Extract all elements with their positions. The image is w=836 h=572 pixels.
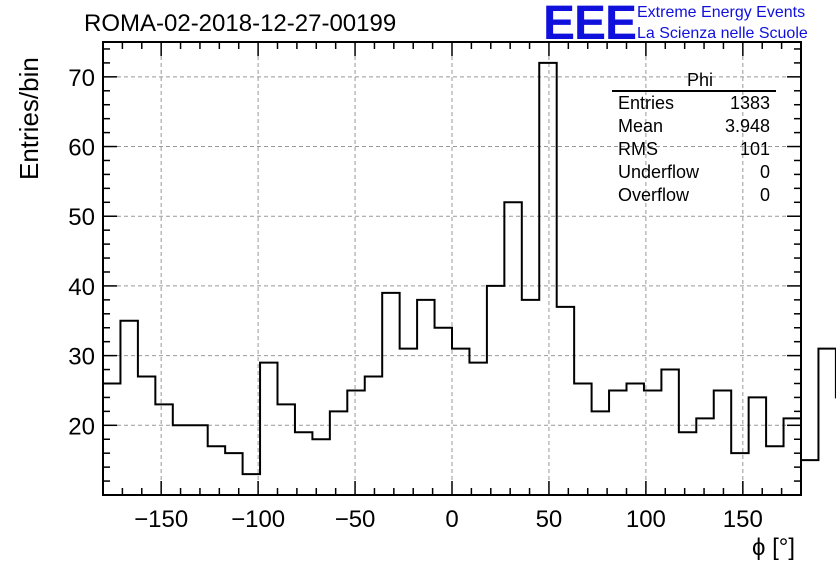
- histogram-bin: [644, 390, 661, 495]
- x-tick-label: −100: [231, 506, 285, 533]
- histogram-bin: [574, 383, 591, 495]
- y-tick-label: 60: [68, 135, 95, 162]
- histogram-bin: [784, 418, 801, 495]
- stats-value: 0: [759, 185, 770, 205]
- stats-label: Underflow: [618, 162, 700, 182]
- histogram-bin: [312, 439, 329, 495]
- histogram-bin: [627, 383, 644, 495]
- histogram-bin: [504, 202, 521, 495]
- x-tick-label: 0: [445, 506, 458, 533]
- stats-label: RMS: [618, 139, 658, 159]
- histogram-bin: [155, 404, 172, 495]
- y-axis-label: Entries/bin: [14, 57, 44, 180]
- histogram-bin: [330, 411, 347, 495]
- x-tick-label: −150: [134, 506, 188, 533]
- stats-value: 0: [759, 162, 770, 182]
- histogram-bin: [696, 418, 713, 495]
- histogram-bin: [365, 377, 382, 495]
- stats-row-mean: Mean 3.948: [610, 115, 776, 138]
- histogram-bin: [469, 363, 486, 495]
- histogram-bin: [714, 390, 731, 495]
- histogram-bin: [609, 390, 626, 495]
- histogram-bin: [278, 404, 295, 495]
- eee-logo: EEE: [543, 0, 637, 50]
- stats-value: 3.948: [724, 116, 770, 136]
- histogram-bin: [417, 300, 434, 495]
- stats-label: Overflow: [618, 185, 690, 205]
- histogram-bin: [382, 293, 399, 495]
- stats-title: Phi: [686, 70, 713, 90]
- histogram-bin: [522, 300, 539, 495]
- histogram-bin: [452, 349, 469, 495]
- histogram-bin: [347, 390, 364, 495]
- stats-value: 101: [739, 139, 770, 159]
- axis-ticks: [102, 42, 802, 495]
- histogram-line: [102, 61, 836, 495]
- y-tick-label: 50: [68, 204, 95, 231]
- x-tick-label: −50: [335, 506, 376, 533]
- stats-row-overflow: Overflow 0: [610, 184, 776, 207]
- histogram-bin: [295, 432, 312, 495]
- logo-line-1: Extreme Energy Events: [637, 4, 806, 21]
- histogram-bin: [435, 328, 452, 495]
- stats-row-entries: Entries 1383: [610, 92, 776, 115]
- stats-row-rms: RMS 101: [610, 138, 776, 161]
- histogram-bin: [749, 397, 766, 495]
- histogram-bin: [679, 432, 696, 495]
- stats-label: Entries: [618, 93, 675, 113]
- plot-title: ROMA-02-2018-12-27-00199: [84, 10, 397, 37]
- logo-line-2: La Scienza nelle Scuole: [637, 25, 808, 42]
- histogram-bin: [138, 377, 155, 495]
- stats-box: Phi Entries 1383 Mean 3.948 RMS 101 Unde…: [610, 70, 776, 207]
- y-tick-label: 20: [68, 413, 95, 440]
- stats-label: Mean: [618, 116, 664, 136]
- histogram-bin: [487, 286, 504, 495]
- y-tick-label: 40: [68, 274, 95, 301]
- histogram-bin: [260, 363, 277, 495]
- tick-labels: −150 −100 −50 0 50 100 150 20 30 40 50 60 70: [68, 65, 763, 533]
- histogram-bin: [173, 425, 190, 495]
- x-tick-label: 50: [536, 506, 563, 533]
- stats-row-underflow: Underflow 0: [610, 161, 776, 184]
- stats-divider: [612, 90, 776, 92]
- x-axis-label: ϕ [°]: [752, 534, 796, 561]
- x-tick-label: 150: [723, 506, 763, 533]
- y-tick-label: 30: [68, 344, 95, 371]
- histogram-bin: [120, 321, 137, 495]
- histogram-bin: [208, 446, 225, 495]
- histogram-bin: [731, 453, 748, 495]
- histogram-bin: [592, 411, 609, 495]
- histogram-bin: [818, 349, 835, 495]
- histogram-bin: [661, 370, 678, 495]
- histogram-bin: [766, 446, 783, 495]
- stats-value: 1383: [729, 93, 770, 113]
- histogram-bin: [539, 63, 556, 495]
- histogram-bin: [400, 349, 417, 495]
- histogram-bin: [801, 460, 818, 495]
- histogram-bin: [190, 425, 207, 495]
- histogram-bin: [225, 453, 242, 495]
- grid-lines: [103, 42, 801, 495]
- y-tick-label: 70: [68, 65, 95, 92]
- x-tick-label: 100: [626, 506, 666, 533]
- histogram-bin: [557, 307, 574, 495]
